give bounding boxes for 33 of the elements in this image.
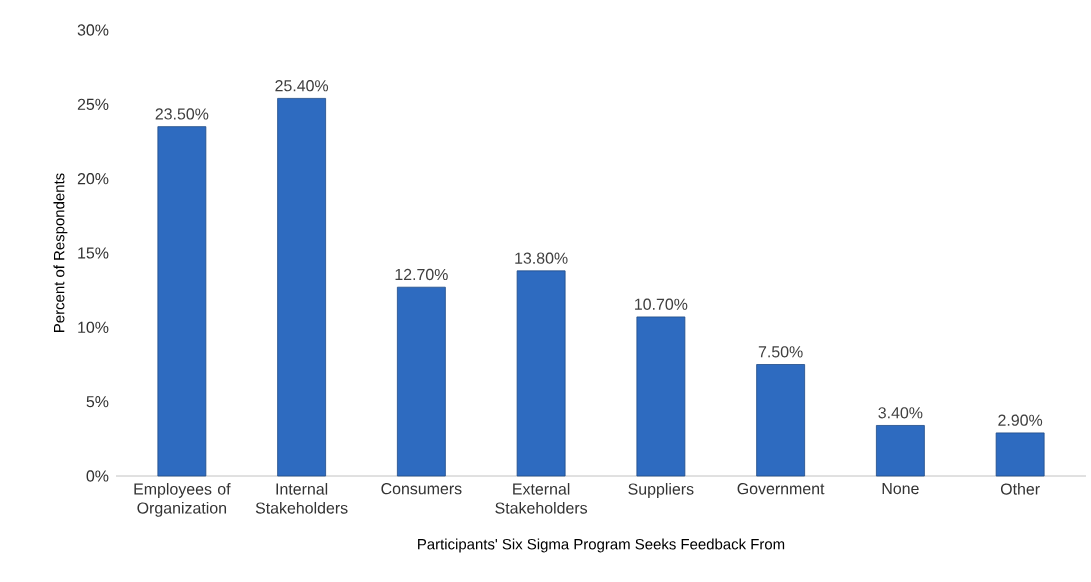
bar bbox=[995, 432, 1045, 477]
x-tick-label: Internal Stakeholders bbox=[255, 483, 348, 514]
data-label: 23.50% bbox=[155, 108, 209, 120]
x-axis-title: Participants' Six Sigma Program Seeks Feedback From bbox=[418, 538, 785, 553]
y-tick-label: 30% bbox=[77, 24, 109, 36]
data-label: 13.80% bbox=[515, 252, 568, 264]
data-label: 3.40% bbox=[878, 407, 923, 419]
bar bbox=[277, 97, 327, 477]
data-label: 12.70% bbox=[395, 268, 448, 281]
y-tick-label: 20% bbox=[77, 173, 109, 185]
data-label: 10.70% bbox=[635, 298, 688, 310]
data-label: 25.40% bbox=[275, 80, 329, 92]
bar bbox=[157, 126, 207, 477]
bar bbox=[875, 425, 925, 477]
bar bbox=[756, 364, 806, 477]
x-tick-label: Government bbox=[737, 483, 825, 495]
y-tick-label: 10% bbox=[78, 321, 109, 333]
bar bbox=[636, 316, 686, 477]
bar bbox=[396, 286, 446, 477]
x-tick-label: Suppliers bbox=[628, 483, 694, 498]
bar bbox=[516, 270, 566, 477]
x-tick-label: External Stakeholders bbox=[495, 483, 588, 514]
x-tick-label: Consumers bbox=[381, 483, 462, 495]
x-tick-label: Employees of Organization bbox=[134, 483, 231, 517]
x-tick-label: None bbox=[882, 483, 919, 495]
data-label: 7.50% bbox=[758, 346, 803, 358]
x-tick-label: Other bbox=[1000, 483, 1040, 495]
y-tick-label: 15% bbox=[78, 247, 109, 259]
data-label: 2.90% bbox=[998, 414, 1043, 426]
y-tick-label: 0% bbox=[86, 470, 109, 482]
y-tick-label: 25% bbox=[77, 98, 109, 110]
y-tick-label: 5% bbox=[86, 396, 109, 408]
y-axis-title: Percent of Respondents bbox=[53, 173, 68, 332]
